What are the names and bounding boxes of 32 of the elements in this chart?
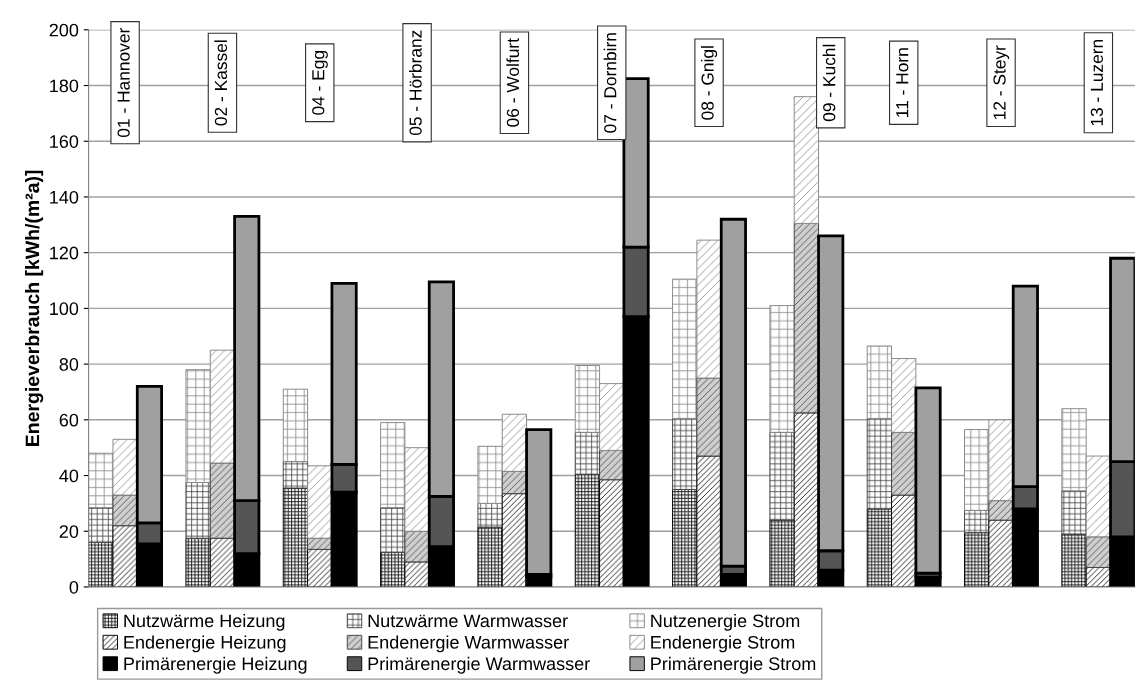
y-axis-title: Energieverbrauch [kWh/(m²a)]: [25, 170, 44, 446]
legend-label: Primärenergie Heizung: [124, 656, 307, 674]
legend-label: Primärenergie Warmwasser: [368, 656, 590, 674]
x-tick-label: 12 - Steyr: [993, 45, 1010, 120]
x-tick-label: 08 - Gnigl: [700, 46, 718, 120]
legend-label: Endenergie Warmwasser: [368, 635, 569, 653]
x-tick-label: 06 - Wolfurt: [506, 38, 520, 127]
x-tick-label: 05 - Hörbranz: [408, 30, 422, 136]
x-tick-label: 09 - Kuchl: [822, 44, 836, 122]
x-tick-label: 07 - Dornbirn: [603, 33, 617, 133]
y-tick-label: 0: [69, 580, 79, 594]
y-tick-label: 200: [49, 23, 79, 37]
legend-label: Primärenergie Strom: [651, 656, 816, 674]
x-tick-label: 13 - Luzern: [1090, 39, 1104, 126]
legend-label: Endenergie Heizung: [124, 635, 286, 653]
y-tick-label: 180: [50, 79, 79, 93]
x-tick-label: 11 - Horn: [896, 48, 909, 117]
y-tick-label: 120: [50, 246, 79, 260]
legend-label: Endenergie Strom: [651, 635, 795, 653]
legend-label: Nutzwärme Heizung: [124, 613, 285, 631]
y-tick-label: 80: [59, 358, 79, 371]
y-tick-label: 60: [59, 413, 79, 427]
x-tick-label: 02 - Kassel: [214, 40, 228, 126]
y-tick-label: 160: [50, 135, 79, 148]
legend-label: Nutzwärme Warmwasser: [368, 614, 568, 628]
y-tick-label: 40: [59, 469, 79, 483]
y-tick-label: 100: [50, 302, 79, 316]
y-tick-label: 140: [50, 190, 79, 204]
legend-label: Nutzenergie Strom: [651, 613, 800, 631]
x-tick-label: 04 - Egg: [312, 51, 328, 115]
x-tick-label: 01 - Hannover: [117, 28, 130, 138]
y-tick-label: 20: [59, 525, 79, 538]
